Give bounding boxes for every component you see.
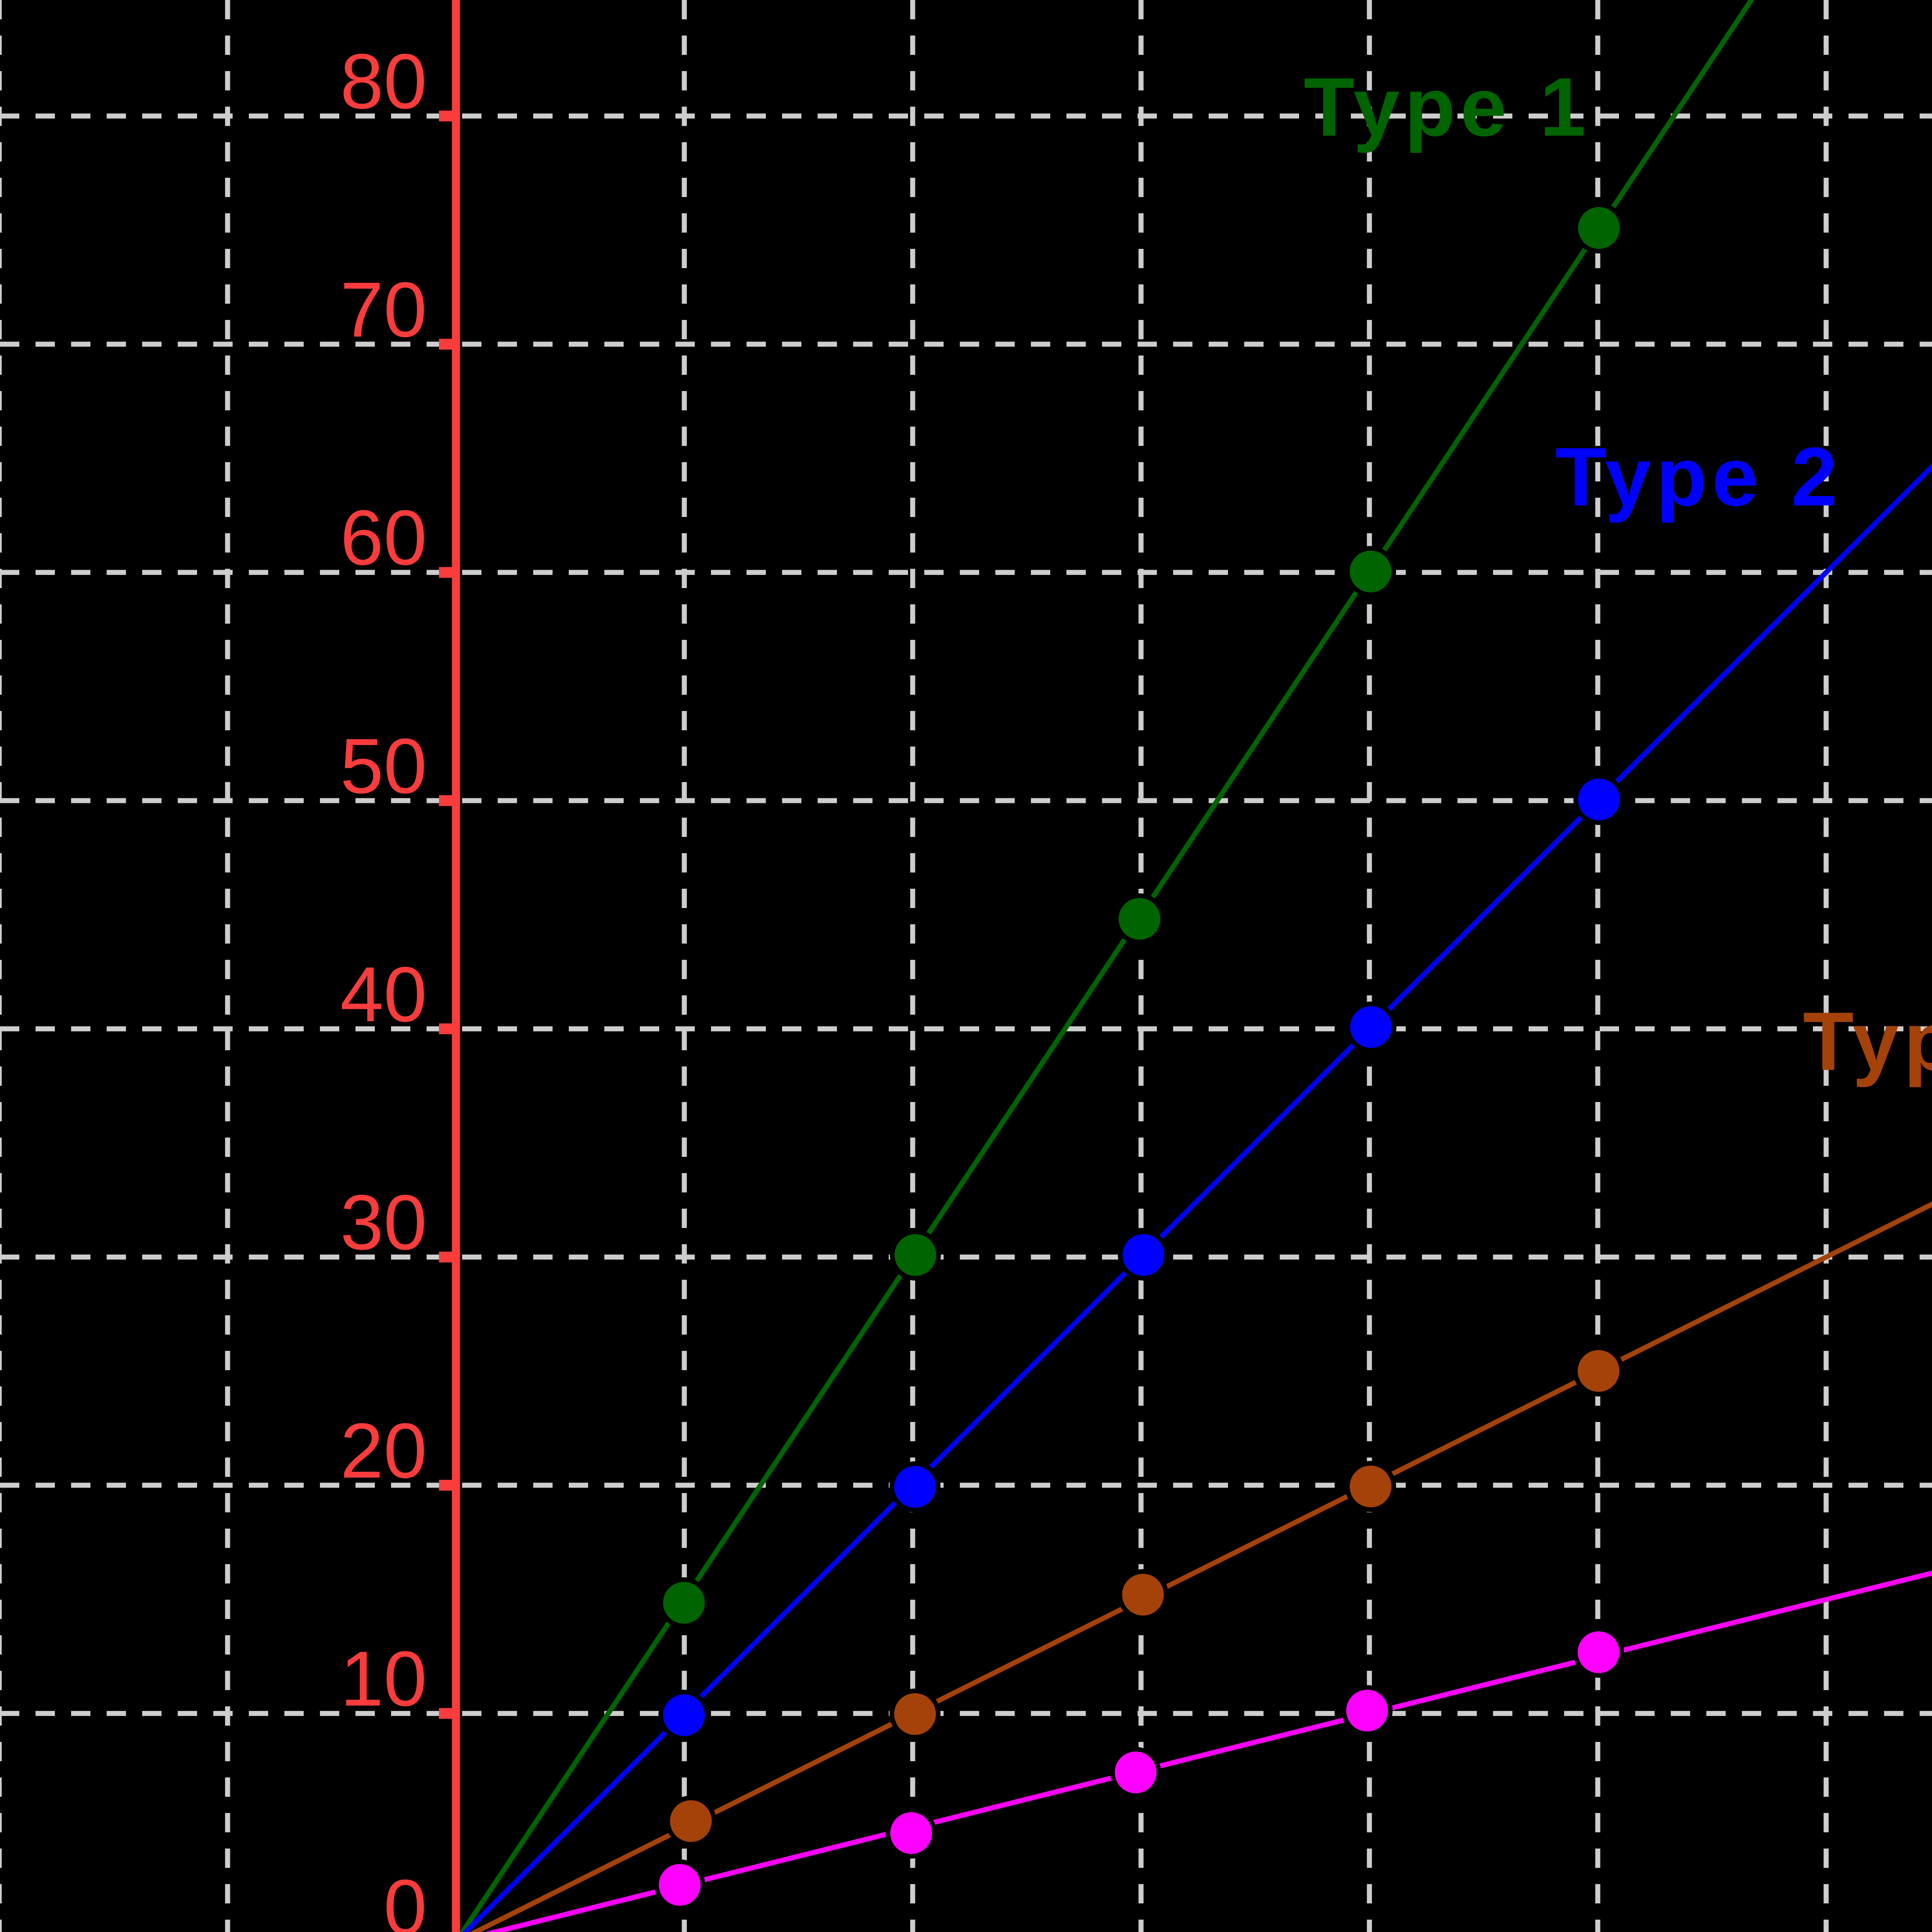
svg-text:0: 0 — [384, 1863, 427, 1932]
svg-text:80: 80 — [340, 37, 427, 125]
svg-text:20: 20 — [340, 1407, 427, 1494]
svg-text:Type 2: Type 2 — [1555, 430, 1842, 523]
svg-text:50: 50 — [340, 722, 427, 810]
svg-text:60: 60 — [340, 494, 427, 581]
svg-text:70: 70 — [340, 266, 427, 353]
svg-text:Type 1: Type 1 — [1304, 60, 1591, 153]
svg-text:Type 3: Type 3 — [1803, 995, 1932, 1088]
svg-text:40: 40 — [340, 951, 427, 1038]
svg-text:10: 10 — [340, 1635, 427, 1722]
svg-text:30: 30 — [340, 1179, 427, 1266]
